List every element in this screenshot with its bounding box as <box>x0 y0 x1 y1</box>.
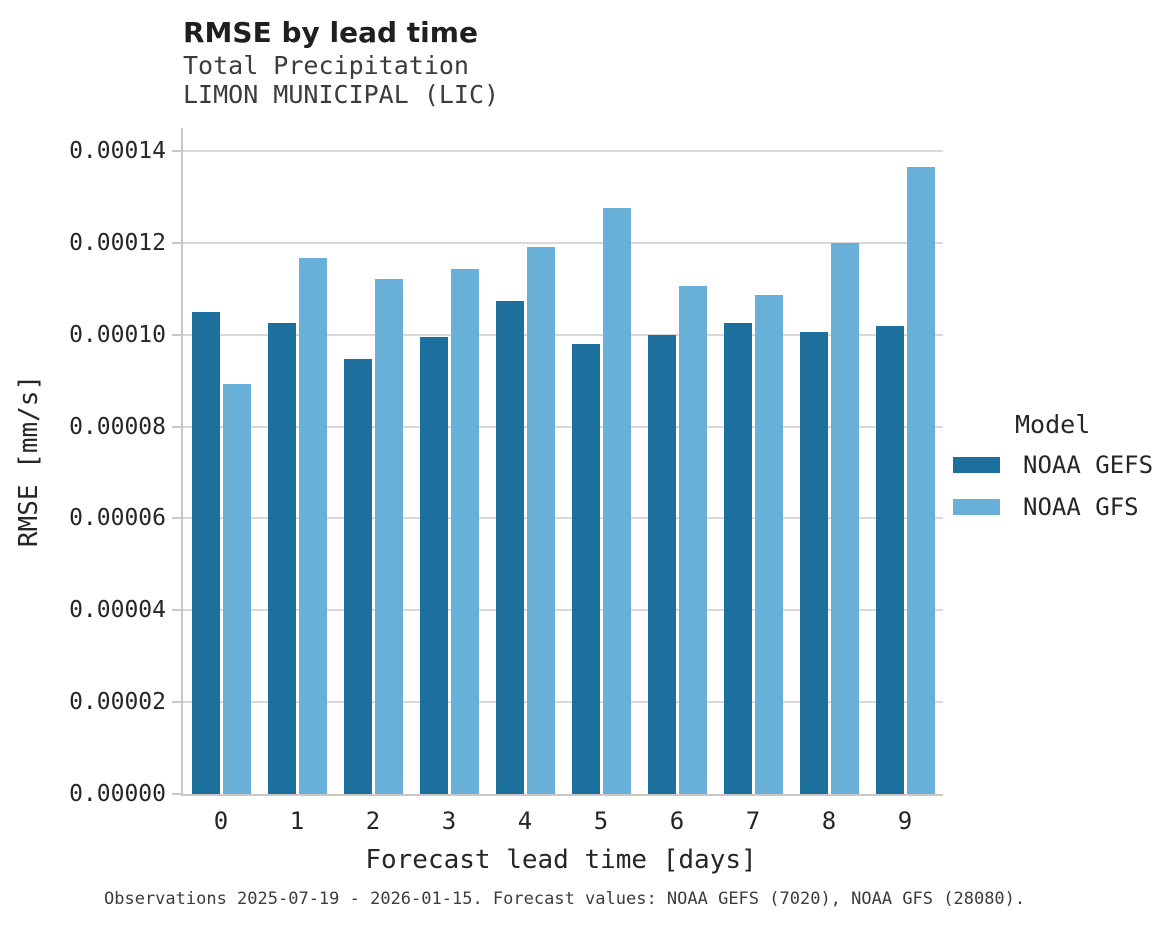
x-tick-label: 9 <box>897 807 913 835</box>
legend: Model NOAA GEFS NOAA GFS <box>953 410 1153 524</box>
y-tick-label: 0.00000 <box>69 781 166 807</box>
bar-noaa-gefs-day-5 <box>571 343 600 794</box>
y-tick-label: 0.00006 <box>69 505 166 532</box>
bar-noaa-gefs-day-7 <box>723 323 752 794</box>
y-axis-tick-labels: 0.00000 0.00002 0.00004 0.00006 0.00008 0.000… <box>0 0 166 928</box>
y-tick-mark <box>172 517 181 520</box>
y-tick-mark <box>172 609 181 612</box>
gridline <box>183 425 943 428</box>
bar-noaa-gfs-day-2 <box>374 278 403 794</box>
bar-noaa-gefs-day-8 <box>799 331 828 794</box>
legend-entry-noaa-gefs: NOAA GEFS <box>953 448 1153 482</box>
x-tick-label: 2 <box>365 807 381 835</box>
x-tick-label: 8 <box>821 807 837 835</box>
bar-noaa-gefs-day-0 <box>191 311 220 794</box>
bar-noaa-gfs-day-5 <box>602 207 631 794</box>
y-tick-mark <box>172 241 181 244</box>
bar-noaa-gfs-day-9 <box>906 166 935 794</box>
plot-area <box>172 128 943 796</box>
gridline <box>183 517 943 520</box>
figure-caption: Observations 2025-07-19 - 2026-01-15. Fo… <box>104 889 1026 909</box>
gridline <box>183 241 943 244</box>
x-tick-label: 1 <box>289 807 305 835</box>
legend-swatch-noaa-gfs <box>953 499 1000 515</box>
bar-noaa-gefs-day-3 <box>419 337 448 794</box>
x-tick-label: 0 <box>213 807 229 835</box>
bar-noaa-gfs-day-4 <box>526 246 555 794</box>
chart-subtitle-variable: Total Precipitation <box>183 51 469 80</box>
bar-noaa-gefs-day-1 <box>267 323 296 794</box>
x-tick-label: 3 <box>441 807 457 835</box>
bar-noaa-gefs-day-9 <box>875 326 904 794</box>
x-tick-label: 4 <box>517 807 533 835</box>
y-tick-mark <box>172 425 181 428</box>
y-tick-mark <box>172 149 181 152</box>
x-tick-label: 7 <box>745 807 761 835</box>
chart-title: RMSE by lead time <box>183 16 478 49</box>
y-tick-mark <box>172 333 181 336</box>
y-tick-mark <box>172 793 181 795</box>
y-tick-label: 0.00002 <box>69 689 166 716</box>
legend-label-noaa-gefs: NOAA GEFS <box>1023 451 1154 479</box>
y-tick-label: 0.00004 <box>69 597 166 624</box>
bar-noaa-gfs-day-3 <box>450 268 479 794</box>
gridline <box>183 333 943 336</box>
legend-entry-noaa-gfs: NOAA GFS <box>953 490 1153 524</box>
bar-noaa-gfs-day-7 <box>754 295 783 794</box>
legend-label-noaa-gfs: NOAA GFS <box>1023 493 1139 521</box>
bar-noaa-gefs-day-4 <box>495 300 524 794</box>
x-axis-tick-labels: 0 1 2 3 4 5 6 7 8 9 <box>183 806 943 836</box>
y-tick-mark <box>172 701 181 704</box>
y-tick-label: 0.00008 <box>69 413 166 440</box>
bar-noaa-gefs-day-2 <box>343 359 372 794</box>
x-tick-label: 5 <box>593 807 609 835</box>
y-tick-label: 0.00012 <box>69 229 166 256</box>
bar-noaa-gfs-day-6 <box>678 286 707 794</box>
gridline <box>183 701 943 704</box>
legend-swatch-noaa-gefs <box>953 457 1000 473</box>
x-tick-label: 6 <box>669 807 685 835</box>
y-tick-label: 0.00010 <box>69 321 166 348</box>
gridline <box>183 149 943 152</box>
bar-noaa-gefs-day-6 <box>647 334 676 794</box>
y-tick-label: 0.00014 <box>69 137 166 164</box>
gridline <box>183 609 943 612</box>
bar-noaa-gfs-day-1 <box>298 257 327 794</box>
bar-noaa-gfs-day-0 <box>222 384 251 794</box>
bar-noaa-gfs-day-8 <box>830 243 859 794</box>
x-axis-title: Forecast lead time [days] <box>365 845 757 875</box>
legend-title: Model <box>1015 410 1091 439</box>
chart-subtitle-station: LIMON MUNICIPAL (LIC) <box>183 80 500 109</box>
